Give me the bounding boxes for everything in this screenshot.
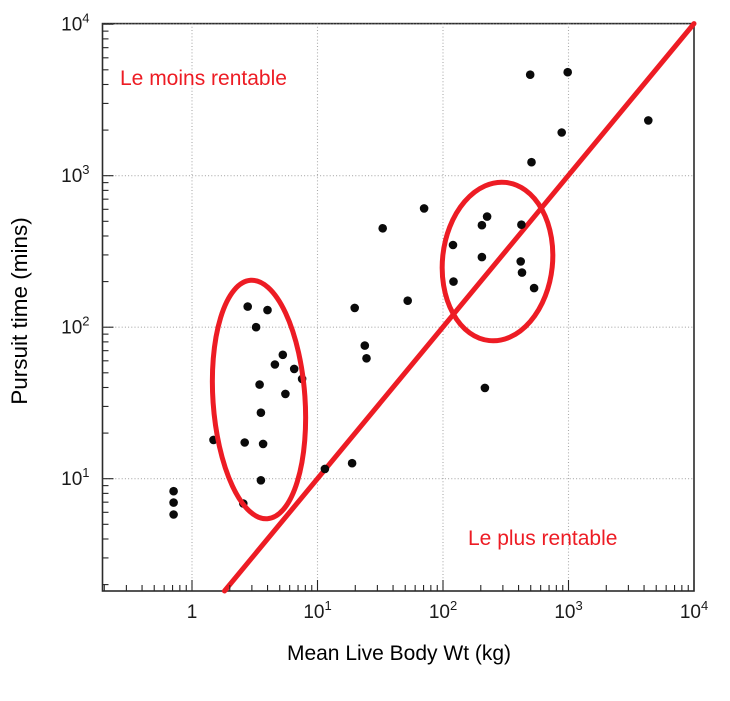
svg-text:103: 103 (554, 598, 582, 623)
svg-text:Le moins rentable: Le moins rentable (120, 67, 287, 90)
svg-text:1: 1 (187, 602, 198, 623)
svg-text:104: 104 (680, 598, 708, 623)
svg-text:102: 102 (61, 314, 89, 339)
svg-text:103: 103 (61, 162, 89, 187)
svg-text:101: 101 (61, 465, 89, 490)
svg-text:101: 101 (303, 598, 331, 623)
svg-text:Le plus rentable: Le plus rentable (468, 527, 617, 550)
svg-text:104: 104 (61, 11, 89, 36)
svg-text:102: 102 (429, 598, 457, 623)
